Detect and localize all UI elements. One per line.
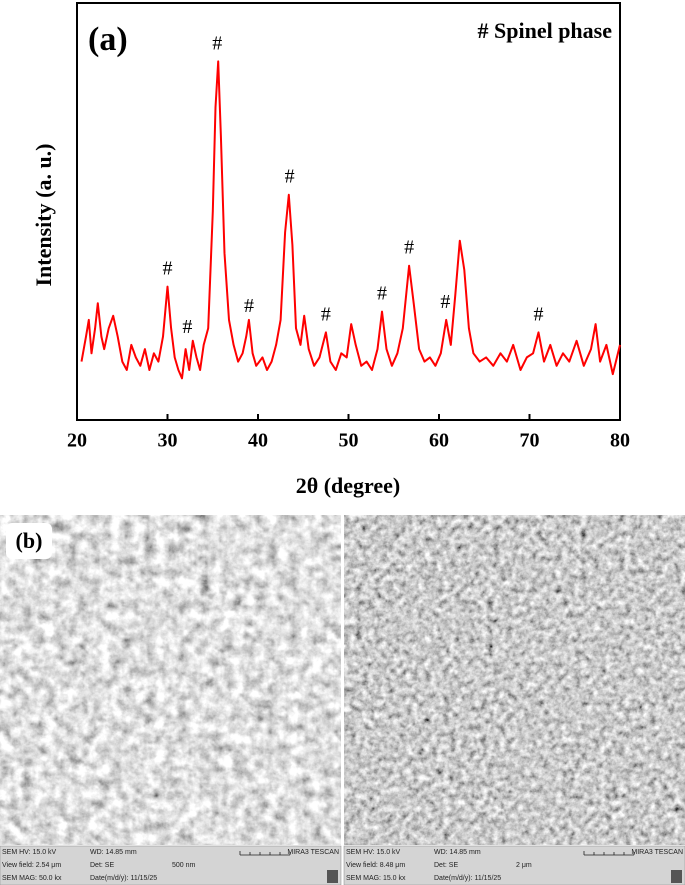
panel-label: (b) — [16, 528, 43, 553]
x-axis-title: 2θ (degree) — [296, 473, 401, 498]
info-bar — [0, 845, 342, 885]
peak-marker: # — [182, 316, 192, 338]
info-text: Det: SE — [90, 862, 114, 869]
info-text: View field: 2.54 μm — [2, 862, 61, 869]
logo — [671, 870, 682, 883]
info-text: Det: SE — [434, 862, 458, 869]
info-text: SEM MAG: 15.0 kx — [346, 875, 406, 882]
panel-label: (a) — [88, 21, 128, 58]
peak-marker: # — [534, 303, 544, 325]
info-text: WD: 14.85 mm — [434, 849, 481, 856]
peak-marker: # — [244, 295, 254, 317]
info-text: Date(m/d/y): 11/15/25 — [90, 875, 157, 882]
brand: MIRA3 TESCAN — [287, 849, 339, 856]
info-text: SEM HV: 15.0 kV — [346, 849, 401, 856]
scale-bar — [239, 851, 291, 856]
info-text: SEM MAG: 50.0 kx — [2, 875, 62, 882]
info-text: WD: 14.85 mm — [90, 849, 137, 856]
x-tick-label: 20 — [67, 430, 87, 452]
info-text: Date(m/d/y): 11/15/25 — [434, 875, 501, 882]
y-axis-title: Intensity (a. u.) — [31, 143, 56, 286]
x-tick-label: 40 — [248, 430, 268, 452]
xrd-line — [80, 60, 621, 380]
x-tick-label: 70 — [520, 430, 540, 452]
x-tick-label: 80 — [610, 430, 630, 452]
info-text: 500 nm — [172, 862, 196, 869]
brand: MIRA3 TESCAN — [631, 849, 683, 856]
legend-text: # Spinel phase — [478, 18, 613, 43]
peak-marker: # — [212, 32, 222, 54]
scale-bar — [583, 851, 635, 856]
sem-info: SEM HV: 15.0 kV WD: 14.85 mm MIRA3 TESCAN V… — [0, 845, 685, 885]
peak-marker: # — [163, 257, 173, 279]
peak-marker: # — [321, 303, 331, 325]
peak-marker: # — [404, 237, 414, 259]
info-text: SEM HV: 15.0 kV — [2, 849, 57, 856]
logo — [327, 870, 338, 883]
x-tick-label: 30 — [158, 430, 178, 452]
sem-image — [0, 515, 341, 845]
x-tick-label: 60 — [429, 430, 449, 452]
info-text: View field: 8.48 μm — [346, 862, 405, 869]
info-bar — [343, 845, 685, 885]
peak-marker: # — [285, 166, 295, 188]
peak-marker: # — [377, 282, 387, 304]
peak-marker: # — [440, 291, 450, 313]
sem-image — [344, 515, 685, 845]
label-box — [6, 523, 52, 559]
x-tick-label: 50 — [339, 430, 359, 452]
info-text: 2 μm — [516, 862, 532, 869]
